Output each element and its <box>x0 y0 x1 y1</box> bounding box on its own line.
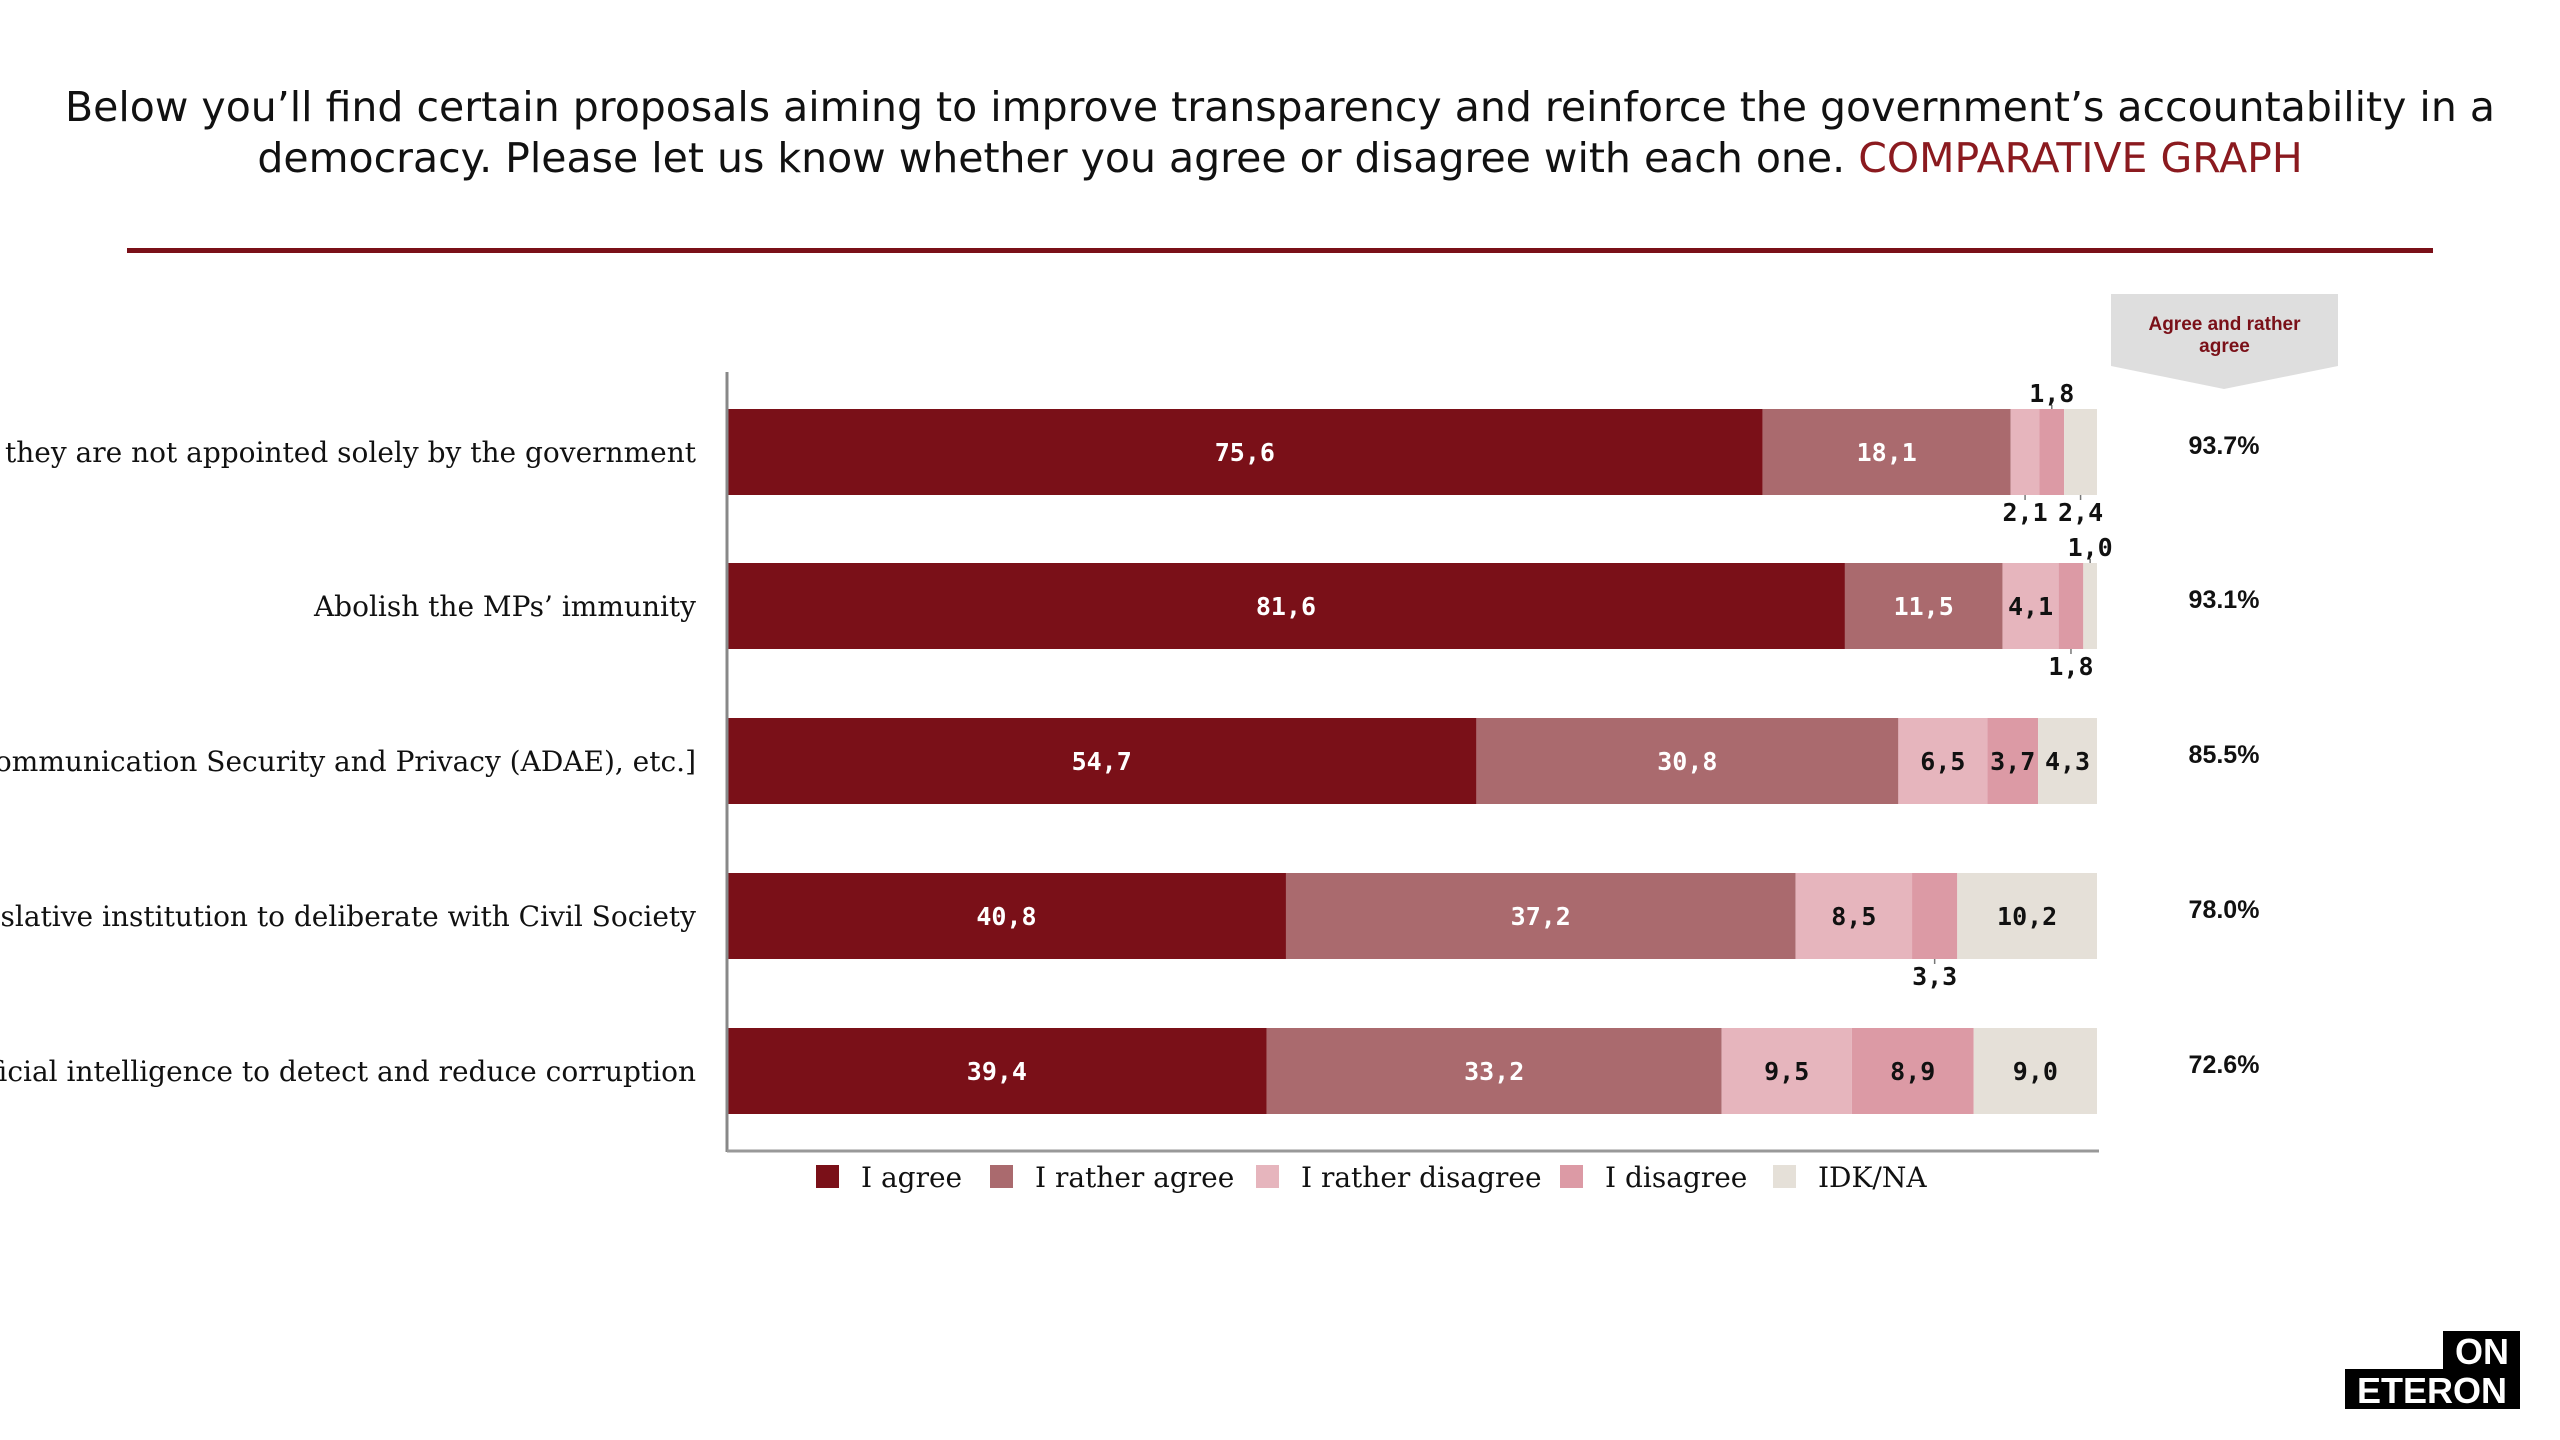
legend-label: I agree <box>861 1161 962 1194</box>
summary-value: 93.7% <box>2189 432 2260 460</box>
bar-segment <box>2039 409 2065 495</box>
summary-header-text: Agree and rather agree <box>2148 314 2301 357</box>
bar-segment <box>1285 873 1796 959</box>
bar-segment <box>727 718 1477 804</box>
bar-segment <box>1957 873 2097 959</box>
bar-segment <box>2058 563 2084 649</box>
bar-segment <box>1266 1028 1722 1114</box>
bar-segment <box>727 409 1763 495</box>
data-label: 1,8 <box>2048 652 2093 681</box>
data-label: 39,4 <box>967 1057 1027 1086</box>
bar-segment <box>1851 1028 1974 1114</box>
data-label: 9,0 <box>2013 1057 2058 1086</box>
bar-segment <box>2002 563 2059 649</box>
data-label: 3,3 <box>1912 962 1957 991</box>
data-label: 4,1 <box>2008 592 2053 621</box>
category-label: so they are not appointed solely by the … <box>0 436 697 469</box>
bar-segment <box>1721 1028 1852 1114</box>
summary-header-shape <box>2111 294 2338 389</box>
legend-label: I disagree <box>1605 1161 1747 1194</box>
legend-label: I rather disagree <box>1301 1161 1542 1194</box>
data-label: 3,7 <box>1990 747 2035 776</box>
category-label: r Communication Security and Privacy (AD… <box>0 745 696 778</box>
data-label: 1,8 <box>2029 379 2074 408</box>
bar-segment <box>1973 1028 2097 1114</box>
data-label: 54,7 <box>1072 747 1132 776</box>
category-label: egislative institution to deliberate wit… <box>0 900 696 933</box>
bar-segment <box>1912 873 1958 959</box>
bar-segment <box>1987 718 2039 804</box>
bar-segment <box>2083 563 2097 649</box>
summary-value: 85.5% <box>2189 741 2260 769</box>
summary-value: 78.0% <box>2189 896 2260 924</box>
legend-label: I rather agree <box>1035 1161 1234 1194</box>
category-label: Abolish the MPs’ immunity <box>313 590 696 623</box>
data-label: 30,8 <box>1657 747 1717 776</box>
title-divider <box>127 248 2433 253</box>
svg-text:ON: ON <box>2455 1331 2509 1372</box>
bar-segment <box>2064 409 2097 495</box>
data-label: 11,5 <box>1894 592 1954 621</box>
bar-segment <box>727 563 1845 649</box>
data-label: 2,4 <box>2058 498 2103 527</box>
title-text: Below you’ll find certain proposals aimi… <box>65 83 2495 182</box>
chart-title: Below you’ll find certain proposals aimi… <box>60 82 2500 184</box>
bar-segment <box>1762 409 2011 495</box>
data-label: 8,9 <box>1890 1057 1935 1086</box>
bar-segment <box>727 873 1286 959</box>
data-label: 81,6 <box>1256 592 1316 621</box>
data-label: 1,0 <box>2068 533 2113 562</box>
legend-swatch <box>816 1165 839 1188</box>
data-label: 33,2 <box>1464 1057 1524 1086</box>
data-label: 40,8 <box>976 902 1036 931</box>
legend-swatch <box>1560 1165 1583 1188</box>
data-label: 37,2 <box>1511 902 1571 931</box>
bar-segment <box>727 1028 1267 1114</box>
summary-header: Agree and rather agree <box>2111 294 2338 389</box>
data-label: 75,6 <box>1215 438 1275 467</box>
bar-segment <box>1476 718 1899 804</box>
bar-segment <box>2010 409 2040 495</box>
legend-label: IDK/NA <box>1818 1161 1927 1194</box>
data-label: 8,5 <box>1831 902 1876 931</box>
data-label: 10,2 <box>1997 902 2057 931</box>
eteron-logo: ON ETERON <box>2345 1331 2520 1409</box>
legend-swatch <box>990 1165 1013 1188</box>
bar-segment <box>1898 718 1988 804</box>
data-label: 6,5 <box>1920 747 1965 776</box>
legend-swatch <box>1256 1165 1279 1188</box>
svg-text:ETERON: ETERON <box>2357 1370 2507 1409</box>
bar-segment <box>2038 718 2097 804</box>
bar-segment <box>1844 563 2003 649</box>
summary-value: 93.1% <box>2189 586 2260 614</box>
summary-value: 72.6% <box>2189 1051 2260 1079</box>
data-label: 2,1 <box>2002 498 2047 527</box>
legend-swatch <box>1773 1165 1796 1188</box>
category-label: rtificial intelligence to detect and red… <box>0 1055 696 1088</box>
bar-segment <box>1795 873 1913 959</box>
data-label: 9,5 <box>1764 1057 1809 1086</box>
data-label: 4,3 <box>2045 747 2090 776</box>
title-accent: COMPARATIVE GRAPH <box>1858 134 2303 182</box>
data-label: 18,1 <box>1857 438 1917 467</box>
